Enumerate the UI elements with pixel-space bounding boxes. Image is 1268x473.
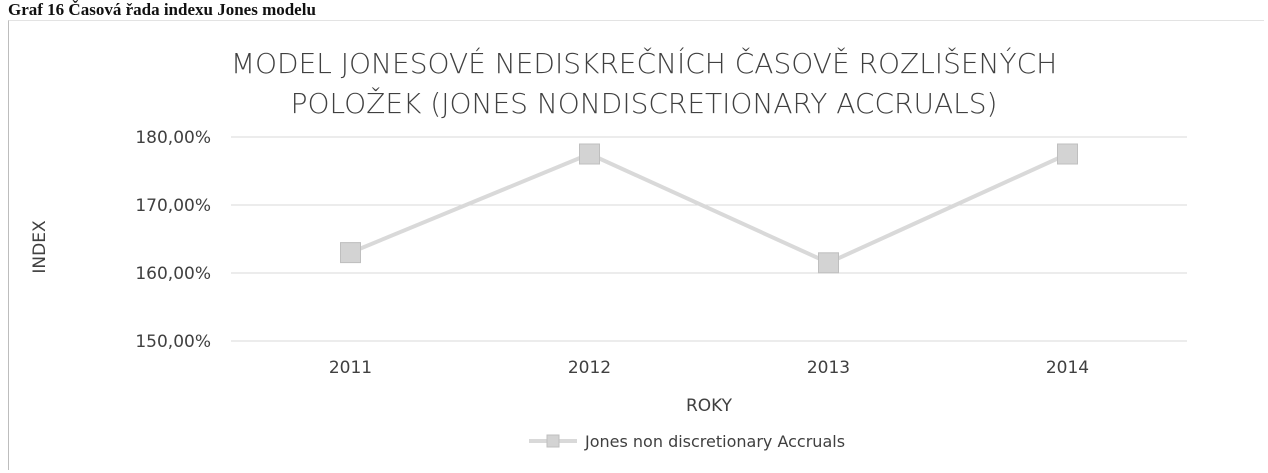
y-tick-label: 180,00%: [135, 128, 211, 148]
legend-label: Jones non discretionary Accruals: [584, 432, 845, 451]
x-tick-label: 2011: [329, 358, 372, 378]
y-tick-label: 150,00%: [135, 332, 211, 352]
chart-title-line: MODEL JONESOVÉ NEDISKREČNÍCH ČASOVĚ ROZL…: [231, 46, 1057, 80]
chart-title: MODEL JONESOVÉ NEDISKREČNÍCH ČASOVĚ ROZL…: [231, 46, 1057, 120]
figure-caption: Graf 16 Časová řada indexu Jones modelu: [8, 0, 316, 19]
x-tick-label: 2012: [568, 358, 611, 378]
chart-frame: MODEL JONESOVÉ NEDISKREČNÍCH ČASOVĚ ROZL…: [8, 20, 1264, 470]
data-point-marker: [818, 252, 839, 274]
y-axis-title: INDEX: [30, 220, 50, 274]
chart-title-line: POLOŽEK (JONES NONDISCRETIONARY ACCRUALS…: [291, 86, 998, 120]
series: [340, 143, 1078, 274]
series-line: [349, 152, 1069, 265]
data-point-marker: [340, 242, 361, 264]
data-point-marker: [579, 143, 600, 165]
y-tick-label: 170,00%: [135, 196, 211, 216]
chart: MODEL JONESOVÉ NEDISKREČNÍCH ČASOVĚ ROZL…: [30, 46, 1187, 451]
legend-marker-swatch: [546, 434, 560, 448]
data-point-marker: [1057, 143, 1078, 165]
x-tick-labels: 2011 2012 2013 2014: [329, 358, 1089, 378]
legend: Jones non discretionary Accruals: [529, 432, 845, 451]
x-axis-title: ROKY: [686, 396, 733, 416]
y-tick-label: 160,00%: [135, 264, 211, 284]
x-tick-label: 2014: [1046, 358, 1089, 378]
y-tick-labels: 150,00% 160,00% 170,00% 180,00%: [135, 128, 211, 352]
x-tick-label: 2013: [807, 358, 850, 378]
gridlines: [231, 136, 1187, 342]
